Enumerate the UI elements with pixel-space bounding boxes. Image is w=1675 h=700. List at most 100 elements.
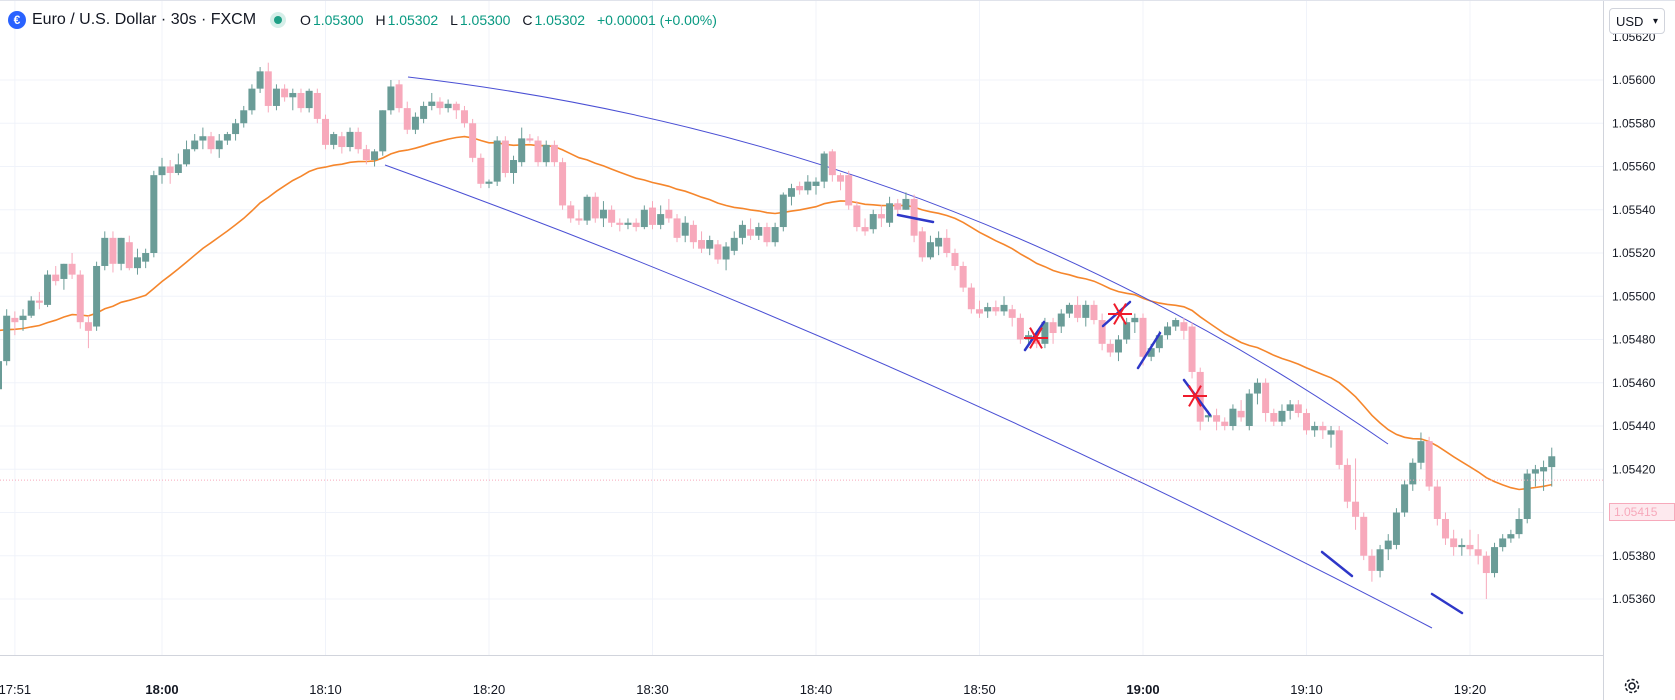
candle[interactable] bbox=[305, 88, 313, 113]
cross-marker[interactable] bbox=[1183, 385, 1207, 407]
candle[interactable] bbox=[542, 140, 550, 167]
candle[interactable] bbox=[68, 253, 76, 279]
candle[interactable] bbox=[657, 205, 665, 230]
candle[interactable] bbox=[518, 127, 526, 167]
candle[interactable] bbox=[477, 153, 485, 189]
candle[interactable] bbox=[698, 231, 706, 253]
candle[interactable] bbox=[1016, 313, 1024, 344]
candle[interactable] bbox=[1082, 300, 1090, 327]
candle[interactable] bbox=[1000, 296, 1008, 316]
candle[interactable] bbox=[567, 201, 575, 223]
candle[interactable] bbox=[1221, 417, 1229, 431]
candle[interactable] bbox=[1360, 512, 1368, 561]
candle[interactable] bbox=[943, 229, 951, 258]
candle[interactable] bbox=[1401, 480, 1409, 517]
candle[interactable] bbox=[76, 270, 84, 329]
candle[interactable] bbox=[599, 201, 607, 228]
candle[interactable] bbox=[403, 101, 411, 135]
candle[interactable] bbox=[215, 134, 223, 158]
candle[interactable] bbox=[436, 97, 444, 115]
candle[interactable] bbox=[289, 88, 297, 111]
candle[interactable] bbox=[0, 348, 2, 390]
candle[interactable] bbox=[158, 157, 166, 184]
cross-marker[interactable] bbox=[1024, 327, 1048, 349]
candle[interactable] bbox=[1139, 313, 1147, 366]
candle[interactable] bbox=[444, 99, 452, 113]
candle[interactable] bbox=[1090, 300, 1098, 325]
candle[interactable] bbox=[796, 181, 804, 195]
candle[interactable] bbox=[313, 88, 321, 124]
candle[interactable] bbox=[853, 201, 861, 232]
candle[interactable] bbox=[902, 192, 910, 210]
candle[interactable] bbox=[183, 140, 191, 167]
candle[interactable] bbox=[1433, 480, 1441, 526]
candle[interactable] bbox=[1319, 421, 1327, 439]
candle[interactable] bbox=[354, 127, 362, 154]
trend-line-drawing[interactable] bbox=[1430, 592, 1464, 615]
candle[interactable] bbox=[485, 179, 493, 189]
cross-marker[interactable] bbox=[1108, 303, 1132, 325]
candle[interactable] bbox=[428, 92, 436, 111]
candle[interactable] bbox=[550, 140, 558, 167]
candle[interactable] bbox=[1245, 389, 1253, 431]
candle[interactable] bbox=[1515, 508, 1523, 539]
candle[interactable] bbox=[387, 80, 395, 115]
candle[interactable] bbox=[84, 315, 92, 349]
trend-line-drawing[interactable] bbox=[1136, 331, 1162, 370]
candle[interactable] bbox=[812, 177, 820, 195]
candle[interactable] bbox=[886, 196, 894, 228]
symbol-title[interactable]: Euro / U.S. Dollar · 30s · FXCM bbox=[32, 11, 257, 28]
candle[interactable] bbox=[1106, 339, 1114, 357]
candle[interactable] bbox=[616, 218, 624, 232]
candle[interactable] bbox=[1540, 460, 1548, 491]
candle[interactable] bbox=[1270, 408, 1278, 426]
candle[interactable] bbox=[501, 136, 509, 178]
candle[interactable] bbox=[1425, 436, 1433, 491]
candle[interactable] bbox=[1392, 508, 1400, 550]
candle[interactable] bbox=[722, 242, 730, 271]
candle[interactable] bbox=[248, 84, 256, 115]
candle[interactable] bbox=[322, 114, 329, 150]
candle[interactable] bbox=[27, 296, 35, 318]
candle[interactable] bbox=[411, 112, 419, 135]
candle[interactable] bbox=[1441, 512, 1449, 545]
candle[interactable] bbox=[1482, 551, 1490, 599]
candle[interactable] bbox=[967, 283, 975, 314]
candle[interactable] bbox=[1466, 529, 1474, 556]
candle[interactable] bbox=[379, 110, 387, 156]
candle[interactable] bbox=[1237, 400, 1245, 422]
candle[interactable] bbox=[837, 172, 845, 191]
candle[interactable] bbox=[1548, 447, 1556, 487]
candle[interactable] bbox=[166, 160, 174, 184]
candle[interactable] bbox=[869, 209, 877, 234]
candle[interactable] bbox=[894, 198, 902, 215]
candle[interactable] bbox=[591, 192, 599, 223]
drawings-layer[interactable] bbox=[896, 213, 1464, 615]
candle[interactable] bbox=[1417, 432, 1425, 470]
candle[interactable] bbox=[681, 216, 689, 243]
candle[interactable] bbox=[1049, 317, 1057, 344]
candle[interactable] bbox=[223, 131, 231, 145]
candle[interactable] bbox=[1491, 542, 1499, 578]
candle[interactable] bbox=[665, 198, 673, 223]
candle[interactable] bbox=[730, 231, 738, 256]
candle[interactable] bbox=[469, 118, 477, 163]
candle[interactable] bbox=[559, 157, 567, 210]
candle[interactable] bbox=[371, 149, 379, 167]
candle[interactable] bbox=[125, 235, 133, 271]
candle[interactable] bbox=[1123, 317, 1131, 344]
candle[interactable] bbox=[608, 205, 616, 228]
candle[interactable] bbox=[191, 134, 199, 152]
candle[interactable] bbox=[1368, 549, 1376, 582]
candle[interactable] bbox=[624, 218, 632, 230]
candle[interactable] bbox=[861, 218, 869, 236]
candle[interactable] bbox=[1229, 404, 1237, 431]
channel-lower-line[interactable] bbox=[384, 164, 1433, 629]
candle[interactable] bbox=[44, 270, 52, 308]
candle[interactable] bbox=[1188, 322, 1196, 379]
candle[interactable] bbox=[1343, 458, 1351, 509]
candle[interactable] bbox=[1352, 458, 1360, 530]
candle[interactable] bbox=[281, 84, 289, 102]
candle[interactable] bbox=[395, 80, 403, 113]
